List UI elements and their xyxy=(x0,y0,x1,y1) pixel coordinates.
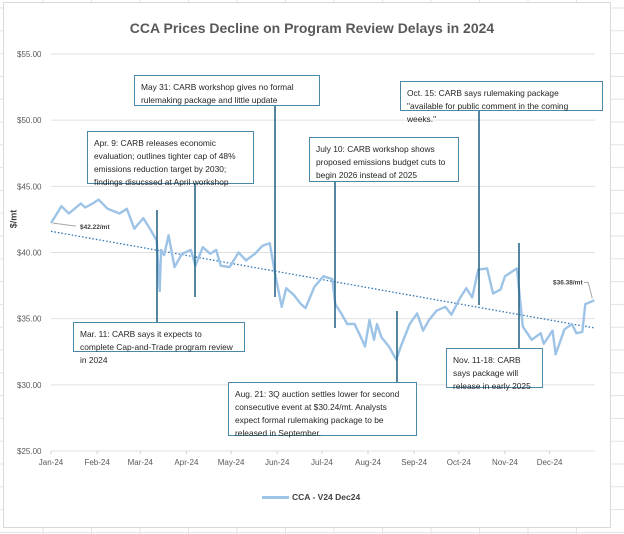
y-tick-label: $45.00 xyxy=(17,182,42,191)
annotation-oct-15[interactable]: Oct. 15: CARB says rulemaking package "a… xyxy=(400,81,603,124)
data-label-leader xyxy=(584,281,593,299)
annotation-nov-11-18[interactable]: Nov. 11-18: CARB says package will relea… xyxy=(446,348,543,391)
annotation-aug-21[interactable]: Aug. 21: 3Q auction settles lower for se… xyxy=(228,382,417,438)
x-tick-label: Feb-24 xyxy=(84,458,110,467)
annotation-mar-11[interactable]: Mar. 11: CARB says it expects to complet… xyxy=(73,322,245,365)
x-tick-label: Dec-24 xyxy=(537,458,563,467)
y-tick-label: $40.00 xyxy=(17,249,42,258)
y-tick-label: $30.00 xyxy=(17,381,42,390)
x-tick-label: Jun-24 xyxy=(265,458,290,467)
y-tick-label: $50.00 xyxy=(17,116,42,125)
y-tick-label: $25.00 xyxy=(17,447,42,456)
x-tick-label: Mar-24 xyxy=(128,458,154,467)
x-tick-label: Apr-24 xyxy=(174,458,199,467)
x-tick-label: Jul-24 xyxy=(311,458,333,467)
x-tick-label: Jan-24 xyxy=(39,458,64,467)
trendline xyxy=(50,230,595,329)
annotation-jul-10[interactable]: July 10: CARB workshop shows proposed em… xyxy=(309,137,459,182)
x-tick-label: Aug-24 xyxy=(355,458,381,467)
legend-swatch xyxy=(262,495,289,499)
data-label-start: $42.22/mt xyxy=(80,224,110,231)
legend[interactable]: CCA - V24 Dec24 xyxy=(262,492,360,502)
data-label-leader xyxy=(52,222,77,227)
y-tick-label: $55.00 xyxy=(17,50,42,59)
data-label-end: $36.38/mt xyxy=(553,279,583,286)
chart-title: CCA Prices Decline on Program Review Del… xyxy=(129,20,495,36)
y-tick-label: $35.00 xyxy=(17,315,42,324)
x-tick-label: May-24 xyxy=(218,458,245,467)
x-tick-label: Oct-24 xyxy=(447,458,472,467)
annotation-may-31[interactable]: May 31: CARB workshop gives no formal ru… xyxy=(134,75,320,106)
x-tick-label: Sep-24 xyxy=(401,458,427,467)
annotation-apr-9[interactable]: Apr. 9: CARB releases economic evaluatio… xyxy=(87,131,254,187)
series-line-cca-v24-dec24 xyxy=(49,198,595,361)
x-tick-label: Nov-24 xyxy=(492,458,518,467)
legend-label: CCA - V24 Dec24 xyxy=(292,492,361,502)
